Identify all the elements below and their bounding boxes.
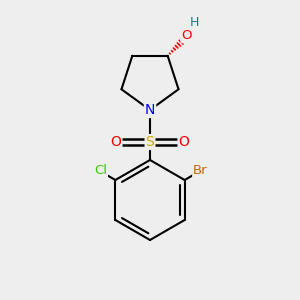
Text: H: H <box>190 16 199 29</box>
Text: Br: Br <box>193 164 208 178</box>
Text: O: O <box>111 135 122 149</box>
Text: S: S <box>146 135 154 149</box>
Text: N: N <box>145 103 155 117</box>
Text: O: O <box>178 135 189 149</box>
Text: O: O <box>182 29 192 42</box>
Text: Cl: Cl <box>94 164 107 178</box>
